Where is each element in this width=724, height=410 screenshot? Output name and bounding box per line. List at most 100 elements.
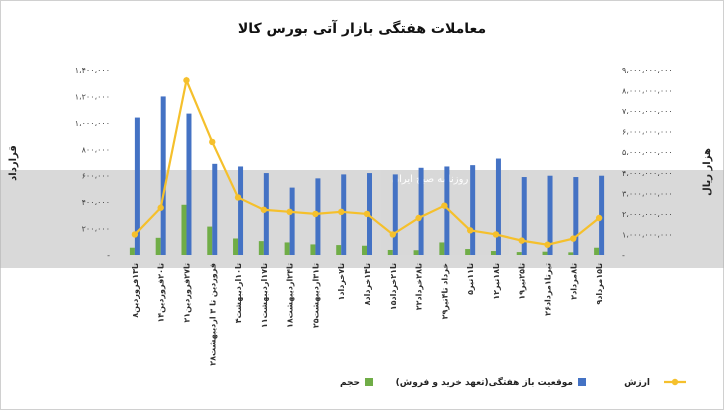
volume-bar (439, 242, 445, 255)
value-line (131, 76, 603, 248)
y-right-tick-label: ۳،۰۰۰،۰۰۰،۰۰۰ (622, 189, 673, 198)
open-interest-bar (547, 175, 553, 255)
open-interest-bar (134, 117, 140, 255)
open-interest-bar (238, 166, 244, 255)
y-axis-left-title: قرارداد (8, 145, 19, 181)
open-interest-bar (315, 178, 321, 255)
value-point (234, 194, 242, 201)
y-right-tick-label: ۱،۰۰۰،۰۰۰،۰۰۰ (622, 230, 673, 239)
volume-bar (413, 250, 419, 255)
value-point (183, 77, 190, 84)
legend-swatch-marker (671, 378, 679, 386)
volume-bar (129, 247, 135, 255)
y-left-tick-label: ۴۰۰،۰۰۰ (82, 198, 110, 207)
x-category-label: ۱۴تا۲۰فروردین (157, 263, 166, 323)
open-interest-bar (470, 165, 476, 255)
x-category-label: ۵تا۱۱تیر (466, 263, 475, 295)
x-axis-labels: ۸تا۱۳فروردین ۱۴تا۲۰فروردین ۲۱تا۲۷فروردین ۲۸… (131, 263, 604, 366)
legend-swatch (578, 378, 586, 386)
x-category-label: ۸تا۱۴خرداد (363, 263, 372, 305)
x-category-label: ۸تا۱۳فروردین (131, 263, 140, 318)
volume-bar (594, 247, 600, 255)
volume-bar (336, 245, 342, 255)
open-interest-bar (392, 174, 398, 255)
y-left-tick-label: ۱،۴۰۰،۰۰۰ (75, 66, 110, 75)
y-right-tick-label: ۸،۰۰۰،۰۰۰،۰۰۰ (622, 87, 673, 96)
volume-bar (258, 241, 264, 255)
y-left-tick-label: ۶۰۰،۰۰۰ (82, 172, 110, 181)
y-right-tick-label: ۹،۰۰۰،۰۰۰،۰۰۰ (622, 66, 673, 75)
x-category-label: ۱تا۷خرداد (337, 263, 346, 301)
volume-bar (207, 226, 213, 255)
value-point (157, 204, 164, 211)
volume-bar (490, 251, 496, 255)
volume-bar (155, 237, 161, 255)
x-category-label: ۱۲تا۱۸تیر (492, 263, 501, 300)
open-interest-bar (521, 177, 527, 255)
y-right-tick-label: ۲،۰۰۰،۰۰۰،۰۰۰ (622, 210, 673, 219)
value-point (389, 231, 396, 238)
x-category-label: ۱۸تا۲۴اردیبهشت (286, 263, 295, 328)
volume-bar (387, 249, 393, 255)
open-interest-bar (444, 166, 450, 255)
y-right-tick-label: ۵،۰۰۰،۰۰۰،۰۰۰ (622, 148, 673, 157)
volume-bar (465, 249, 471, 255)
x-category-label: ۲۹خرداد تا۴تیر (440, 263, 449, 320)
x-category-label: ۱۹تا۲۵تیر (518, 263, 527, 300)
value-point (466, 227, 474, 234)
x-category-label: ۲۲تا۲۸خرداد (415, 263, 424, 310)
x-category-label: ۲۱تا۲۷فروردین (182, 263, 191, 323)
x-category-label: ۲تا۸مرداد (569, 263, 578, 300)
value-point (492, 231, 500, 238)
volume-bar (362, 245, 367, 255)
open-interest-bar (573, 177, 579, 255)
open-interest-bar (186, 113, 192, 255)
open-interest-bar (289, 187, 295, 255)
volume-bar (233, 238, 239, 255)
y-left-tick-label: ۱،۲۰۰،۰۰۰ (75, 92, 110, 101)
svg-text:روزنامه صبح ایران: روزنامه صبح ایران (392, 174, 469, 185)
value-point (570, 235, 577, 242)
value-point (338, 208, 345, 216)
legend-swatch (365, 378, 373, 386)
open-interest-bar (495, 158, 501, 255)
open-interest-bar (418, 167, 424, 255)
volume-bar (542, 251, 548, 255)
x-category-label: ۹تا۱۵مرداد (595, 263, 604, 305)
open-interest-bar (212, 163, 218, 255)
volume-bar (516, 252, 522, 255)
y-right-tick-label: - (622, 251, 625, 260)
volume-bar (310, 244, 316, 255)
volume-bar (284, 242, 290, 255)
y-left-tick-label: - (107, 251, 110, 260)
y-right-tick-label: ۴،۰۰۰،۰۰۰،۰۰۰ (622, 169, 673, 178)
value-point (209, 138, 216, 146)
y-axis-right-title: هزار ریال (702, 148, 713, 196)
x-category-label: ۲۶تیرتا۱مرداد (544, 263, 553, 316)
value-point (595, 214, 603, 222)
x-category-label: ۱۱تا۱۷اردیبهشت (260, 263, 269, 328)
value-point (544, 241, 551, 248)
y-right-tick-label: ۶،۰۰۰،۰۰۰،۰۰۰ (622, 128, 673, 137)
legend: حجم موقعیت باز هفتگی(تعهد خرید و فروش) ارز… (340, 376, 686, 388)
value-point (441, 202, 448, 209)
chart-title: معاملات هفتگی بازار آتی بورس کالا (238, 19, 486, 37)
legend-label: حجم (340, 378, 360, 388)
x-category-label: ۴تا۱۰اردیبهشت (234, 263, 243, 323)
open-interest-bar (341, 174, 347, 255)
y-axis-left: ۱،۴۰۰،۰۰۰ ۱،۲۰۰،۰۰۰ ۱،۰۰۰،۰۰۰ ۸۰۰،۰۰۰ ۶۰۰،۰۰… (75, 66, 110, 260)
value-point (363, 210, 371, 218)
y-left-tick-label: ۸۰۰،۰۰۰ (82, 145, 110, 154)
x-category-label: ۱۵تا۲۱خرداد (389, 263, 398, 310)
open-interest-bar (599, 175, 605, 255)
value-point (260, 206, 268, 213)
value-point (415, 214, 422, 222)
legend-label: ارزش (624, 378, 650, 388)
volume-bar (568, 252, 574, 255)
legend-label: موقعیت باز هفتگی(تعهد خرید و فروش) (396, 376, 573, 388)
value-point (131, 231, 139, 238)
y-axis-right: ۹،۰۰۰،۰۰۰،۰۰۰ ۸،۰۰۰،۰۰۰،۰۰۰ ۷،۰۰۰،۰۰۰،۰۰۰ ۶… (622, 66, 673, 260)
y-right-tick-label: ۷،۰۰۰،۰۰۰،۰۰۰ (622, 107, 673, 116)
volume-bar (181, 204, 187, 255)
